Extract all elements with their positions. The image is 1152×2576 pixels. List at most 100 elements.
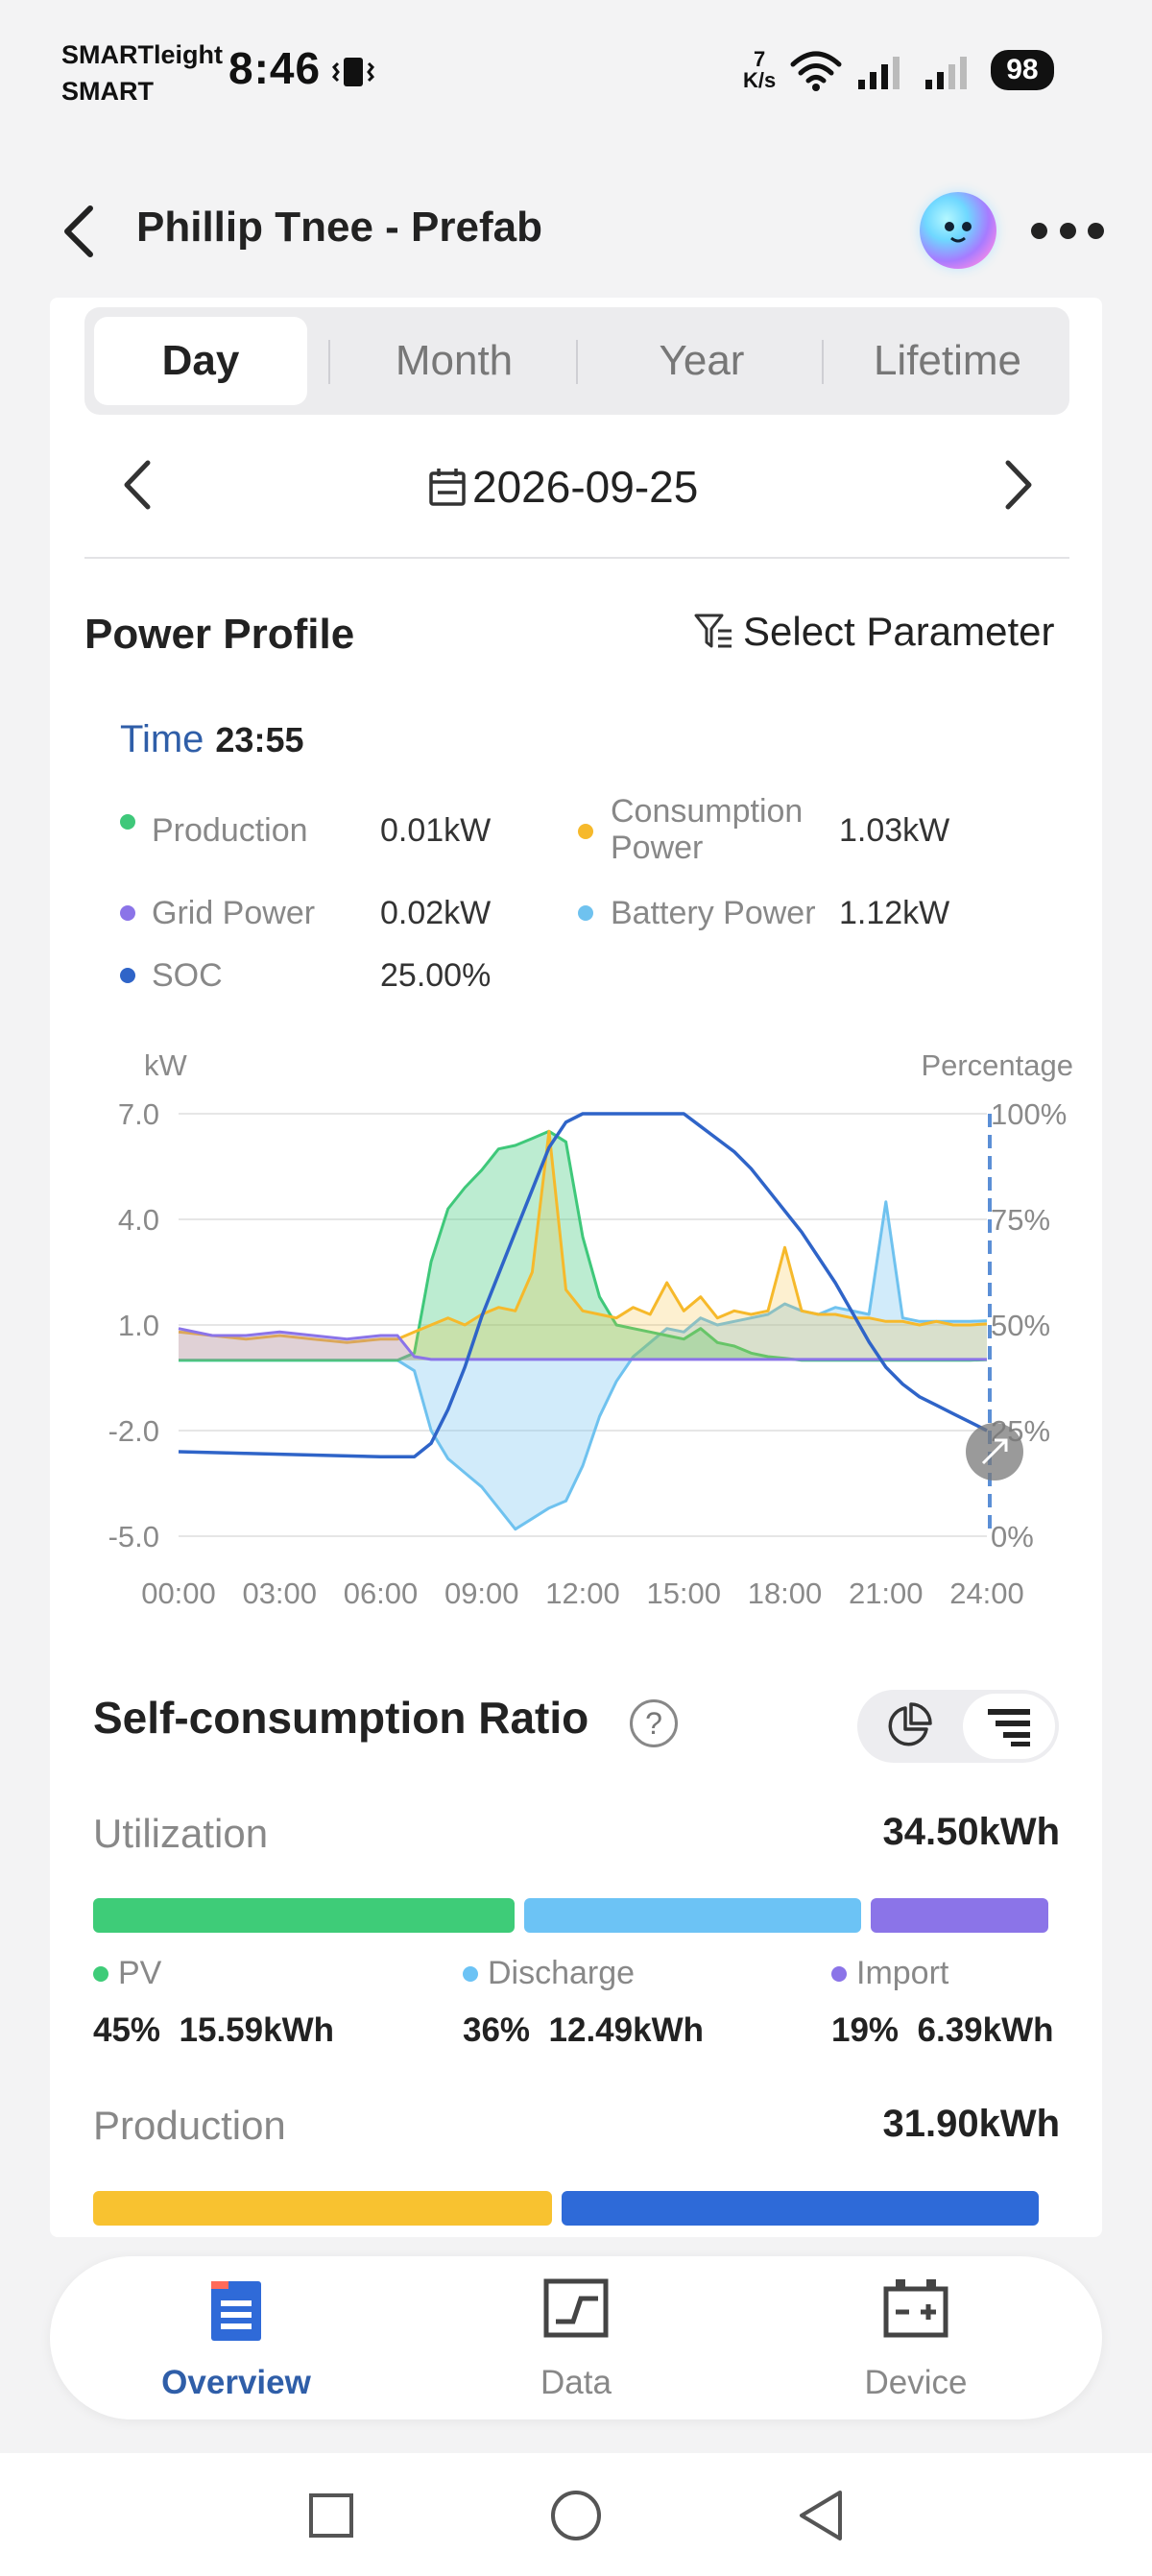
more-dot-icon (1031, 222, 1047, 239)
battery-dot-icon (578, 905, 593, 921)
import-stats: 19% 6.39kWh (831, 2011, 1054, 2050)
y-tick-label: 4.0 (118, 1203, 159, 1237)
status-clock: 8:46 (228, 43, 322, 93)
nav-data[interactable]: Data (480, 2277, 672, 2402)
device-icon (883, 2279, 948, 2338)
bar-view-button[interactable] (963, 1694, 1055, 1759)
utilization-bar-segment (871, 1898, 1048, 1933)
series-area-consumption-power (179, 1131, 987, 1360)
pv-stats: 45% 15.59kWh (93, 2011, 334, 2050)
bottom-navigation: Overview Data Device (50, 2256, 1102, 2420)
series-area-production (179, 1131, 987, 1360)
utilization-bar-segment (93, 1898, 515, 1933)
tab-year[interactable]: Year (659, 337, 745, 384)
nav-overview-label: Overview (161, 2364, 311, 2401)
time-label: Time (120, 718, 204, 760)
tab-lifetime[interactable]: Lifetime (873, 337, 1022, 384)
triangle-back-icon (800, 2491, 842, 2540)
discharge-percent: 36% (463, 2011, 531, 2049)
self-consumption-title: Self-consumption Ratio (93, 1693, 589, 1743)
x-tick-label: 24:00 (949, 1577, 1024, 1610)
time-value: 23:55 (215, 720, 304, 759)
previous-date-button[interactable] (113, 451, 161, 518)
time-readout: Time 23:55 (120, 718, 303, 761)
avatar[interactable] (920, 192, 996, 269)
legend-value: 1.12kW (839, 895, 950, 931)
back-button[interactable] (50, 198, 108, 265)
series-line-consumption-power (178, 1129, 988, 1344)
chevron-right-icon (1005, 460, 1032, 510)
y-tick-label: -5.0 (108, 1520, 159, 1553)
overview-icon (211, 2281, 261, 2341)
y-tick-label: 7.0 (118, 1097, 159, 1131)
series-line-soc (178, 1112, 988, 1459)
date-picker[interactable]: 2026-09-25 (428, 455, 698, 518)
pie-chart-icon (888, 1702, 932, 1746)
nav-device-label: Device (864, 2364, 968, 2401)
pv-energy: 15.59kWh (179, 2011, 334, 2049)
expand-arrow-icon (981, 1438, 1008, 1465)
grid-dot-icon (120, 905, 135, 921)
legend-value: 25.00% (380, 957, 492, 994)
soc-dot-icon (120, 968, 135, 983)
nav-overview[interactable]: Overview (140, 2277, 332, 2402)
power-profile-chart[interactable]: kW Percentage 7.0 4.0 1.0 -2.0 -5.0 100% 75% 50% 2… (84, 1037, 1073, 1613)
discharge-stats: 36% 12.49kWh (463, 2011, 704, 2050)
right-tick-label: 0% (991, 1520, 1034, 1553)
tab-month[interactable]: Month (395, 337, 514, 384)
series-area-battery-power (179, 1201, 987, 1529)
recent-apps-button[interactable] (298, 2482, 365, 2549)
right-tick-label: 100% (991, 1097, 1067, 1131)
page-title: Phillip Tnee - Prefab (136, 204, 542, 251)
tab-separator (328, 340, 330, 384)
utilization-total: 34.50kWh (882, 1811, 1060, 1853)
production-label: Production (93, 2103, 286, 2148)
network-speed: 7 K/s (743, 49, 776, 91)
utilization-label: Utilization (93, 1811, 269, 1856)
x-tick-label: 09:00 (444, 1577, 519, 1610)
home-button[interactable] (542, 2482, 610, 2549)
nav-device[interactable]: Device (820, 2277, 1012, 2402)
import-percent: 19% (831, 2011, 900, 2049)
circle-icon (551, 2491, 601, 2540)
back-nav-button[interactable] (787, 2482, 854, 2549)
legend-soc (120, 968, 135, 983)
production-dot-icon (120, 814, 135, 830)
left-axis-unit-label: kW (144, 1048, 188, 1082)
select-parameter-button[interactable]: Select Parameter (693, 609, 1054, 655)
status-right: 7 K/s 98 (743, 44, 1054, 96)
x-tick-label: 12:00 (545, 1577, 620, 1610)
x-tick-label: 03:00 (242, 1577, 317, 1610)
y-tick-label: -2.0 (108, 1414, 159, 1448)
more-dot-icon (1059, 222, 1076, 239)
utilization-bar-segment (524, 1898, 861, 1933)
more-options-button[interactable] (1031, 211, 1104, 250)
discharge-item-label: Discharge (463, 1955, 635, 1992)
square-icon (309, 2493, 353, 2538)
production-bar-segment (562, 2191, 1039, 2226)
production-total: 31.90kWh (882, 2103, 1060, 2145)
x-tick-label: 15:00 (646, 1577, 721, 1610)
calendar-icon (429, 469, 466, 506)
discharge-dot-icon (463, 1965, 478, 1982)
import-energy: 6.39kWh (917, 2011, 1054, 2049)
carrier-line-1: SMARTleight (61, 40, 223, 69)
legend-value: 0.01kW (380, 812, 492, 849)
production-bar-segment (93, 2191, 552, 2226)
signal-icon-2 (925, 57, 968, 89)
next-date-button[interactable] (995, 451, 1043, 518)
carrier-line-2: SMART (61, 77, 154, 106)
help-icon[interactable]: ? (630, 1699, 678, 1747)
x-tick-label: 21:00 (849, 1577, 924, 1610)
right-axis-unit-label: Percentage (921, 1048, 1073, 1082)
legend-battery (578, 905, 593, 921)
pv-dot-icon (93, 1965, 108, 1982)
pie-view-button[interactable] (857, 1690, 958, 1763)
tab-day[interactable]: Day (94, 317, 307, 405)
legend-value: 1.03kW (839, 812, 950, 849)
x-tick-label: 06:00 (344, 1577, 419, 1610)
nav-data-label: Data (540, 2364, 612, 2401)
legend-grid (120, 905, 135, 921)
back-arrow-icon (64, 205, 93, 257)
consumption-dot-icon (578, 824, 593, 839)
